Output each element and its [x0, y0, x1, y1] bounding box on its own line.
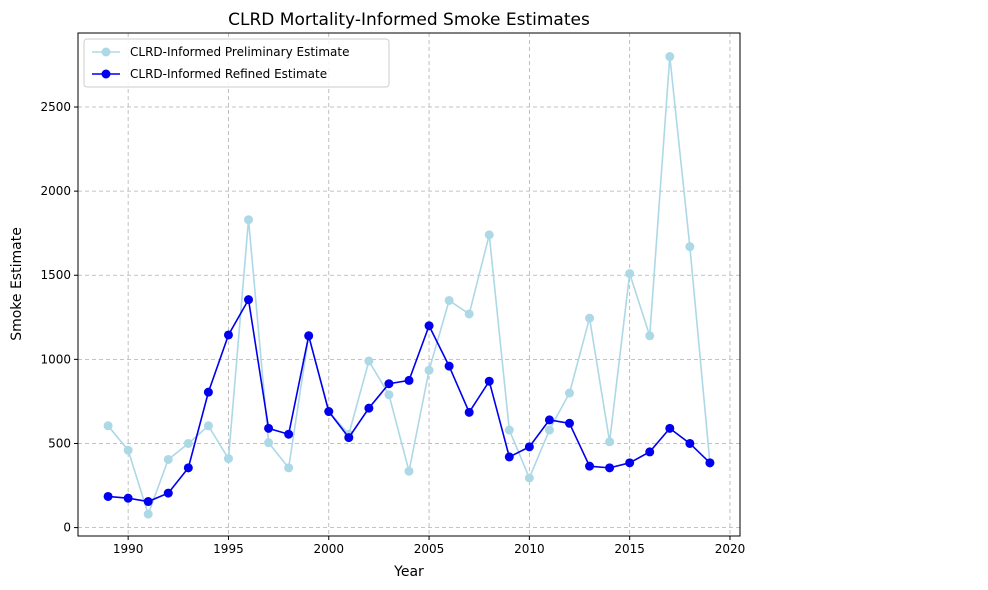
- data-point: [544, 425, 554, 435]
- data-point: [444, 295, 454, 305]
- data-point: [123, 445, 133, 455]
- y-axis-title: Smoke Estimate: [9, 227, 25, 341]
- data-point: [384, 390, 394, 400]
- data-point: [223, 454, 233, 464]
- series-2: [103, 295, 715, 507]
- data-point: [504, 452, 514, 462]
- x-tick-label: 1995: [213, 542, 244, 556]
- data-point: [585, 313, 595, 323]
- data-point: [645, 331, 655, 341]
- legend-marker: [101, 69, 111, 79]
- legend: CLRD-Informed Preliminary Estimate CLRD-I…: [83, 38, 390, 88]
- x-axis: 1990 1995 2000 2005 2010 2015 2020: [113, 536, 745, 556]
- x-tick-label: 2020: [715, 542, 746, 556]
- data-point: [544, 415, 554, 425]
- data-point: [524, 442, 534, 452]
- data-point: [645, 447, 655, 457]
- data-point: [464, 309, 474, 319]
- legend-item: CLRD-Informed Preliminary Estimate: [92, 45, 350, 59]
- data-point: [163, 454, 173, 464]
- data-point: [705, 458, 715, 468]
- y-tick-label: 1500: [40, 268, 71, 282]
- data-point: [244, 215, 254, 225]
- data-point: [484, 230, 494, 240]
- series-group: [103, 52, 715, 519]
- data-point: [364, 356, 374, 366]
- x-tick-label: 1990: [113, 542, 144, 556]
- y-tick-label: 1000: [40, 352, 71, 366]
- series-line: [107, 56, 711, 517]
- data-point: [103, 421, 113, 431]
- data-point: [123, 493, 133, 503]
- data-point: [364, 403, 374, 413]
- data-point: [284, 463, 294, 473]
- series-1: [103, 52, 715, 519]
- legend-label: CLRD-Informed Preliminary Estimate: [130, 45, 350, 59]
- x-tick-label: 2010: [514, 542, 545, 556]
- data-point: [103, 491, 113, 501]
- data-point: [585, 461, 595, 471]
- data-point: [464, 407, 474, 417]
- data-point: [605, 463, 615, 473]
- data-point: [143, 509, 153, 519]
- data-point: [304, 331, 314, 341]
- data-point: [685, 438, 695, 448]
- data-point: [625, 269, 635, 279]
- data-point: [143, 497, 153, 507]
- data-point: [284, 429, 294, 439]
- data-point: [244, 295, 254, 305]
- data-point: [665, 52, 675, 62]
- data-point: [203, 387, 213, 397]
- data-point: [504, 425, 514, 435]
- x-axis-title: Year: [393, 564, 424, 580]
- legend-item: CLRD-Informed Refined Estimate: [92, 67, 327, 81]
- data-point: [324, 407, 334, 417]
- data-point: [524, 473, 534, 483]
- x-tick-label: 2000: [313, 542, 344, 556]
- plot-frame: [77, 32, 741, 537]
- data-point: [605, 437, 615, 447]
- y-axis: 0 500 1000 1500 2000 2500: [40, 100, 78, 535]
- data-point: [484, 376, 494, 386]
- data-point: [203, 421, 213, 431]
- data-point: [564, 418, 574, 428]
- legend-marker: [101, 47, 111, 57]
- grid: [78, 33, 740, 536]
- y-tick-label: 500: [48, 436, 71, 450]
- data-point: [264, 438, 274, 448]
- data-point: [183, 438, 193, 448]
- data-point: [424, 365, 434, 375]
- data-point: [163, 488, 173, 498]
- data-point: [183, 463, 193, 473]
- x-tick-label: 2005: [414, 542, 445, 556]
- x-tick-label: 2015: [614, 542, 645, 556]
- data-point: [564, 388, 574, 398]
- y-tick-label: 2500: [40, 100, 71, 114]
- data-point: [424, 321, 434, 331]
- data-point: [264, 423, 274, 433]
- data-point: [665, 423, 675, 433]
- data-point: [404, 375, 414, 385]
- y-tick-label: 0: [63, 521, 71, 535]
- data-point: [384, 379, 394, 389]
- legend-box: [83, 38, 390, 88]
- y-tick-label: 2000: [40, 184, 71, 198]
- data-point: [404, 466, 414, 476]
- data-point: [625, 458, 635, 468]
- data-point: [685, 242, 695, 252]
- chart-title: CLRD Mortality-Informed Smoke Estimates: [228, 10, 590, 30]
- data-point: [223, 330, 233, 340]
- data-point: [344, 433, 354, 443]
- legend-label: CLRD-Informed Refined Estimate: [130, 67, 327, 81]
- data-point: [444, 361, 454, 371]
